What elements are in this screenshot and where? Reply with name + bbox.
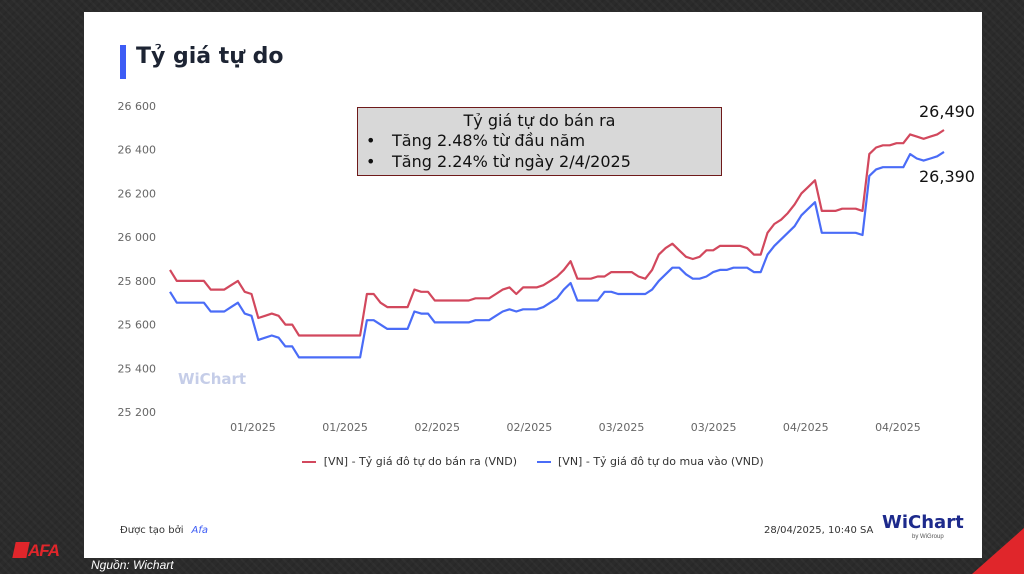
- y-tick-label: 25 200: [118, 406, 157, 419]
- source-note: Nguồn: Wichart: [91, 558, 174, 572]
- legend-item-sell[interactable]: [VN] - Tỷ giá đô tự do bán ra (VND): [302, 455, 517, 468]
- x-tick-label: 02/2025: [507, 421, 553, 434]
- line-chart: 26 600 26 400 26 200 26 000 25 800 25 600 25 4…: [118, 100, 945, 434]
- series-line-buy: [169, 150, 945, 359]
- x-tick-label: 01/2025: [230, 421, 276, 434]
- footer-credit: Được tạo bởi Afa: [120, 525, 208, 536]
- brand-sub: by WiGroup: [912, 534, 944, 540]
- title-accent-bar: [120, 45, 126, 79]
- annotation-bullet: Tăng 2.48% từ đầu năm: [366, 130, 721, 151]
- annotation-bullet: Tăng 2.24% từ ngày 2/4/2025: [366, 151, 721, 172]
- y-tick-label: 25 600: [118, 319, 157, 332]
- chart-panel: Tỷ giá tự do 26 600 26 400 26 200 26 000 25 …: [84, 12, 982, 558]
- legend-swatch-sell: [302, 461, 317, 463]
- sell-end-label: 26,490: [919, 102, 975, 121]
- chart-legend: [VN] - Tỷ giá đô tự do bán ra (VND) [VN]…: [84, 455, 982, 468]
- afa-logo-text: AFA: [28, 541, 60, 560]
- y-tick-label: 25 800: [118, 275, 157, 288]
- series-line-sell: [169, 129, 945, 337]
- annotation-box: Tỷ giá tự do bán ra Tăng 2.48% từ đầu nă…: [357, 107, 722, 176]
- x-tick-label: 03/2025: [599, 421, 645, 434]
- y-tick-label: 26 600: [118, 100, 157, 113]
- created-by-label: Được tạo bởi: [120, 525, 184, 536]
- chart-watermark: WiChart: [178, 370, 247, 388]
- annotation-heading: Tỷ giá tự do bán ra: [463, 111, 616, 130]
- y-tick-label: 26 400: [118, 144, 157, 157]
- y-tick-label: 26 000: [118, 231, 157, 244]
- wichart-logo: WiChart by WiGroup: [882, 512, 964, 540]
- x-tick-label: 04/2025: [783, 421, 829, 434]
- x-tick-label: 04/2025: [875, 421, 921, 434]
- corner-decoration: [972, 528, 1024, 574]
- y-tick-label: 26 200: [118, 187, 157, 200]
- legend-label-buy: [VN] - Tỷ giá đô tự do mua vào (VND): [558, 455, 764, 468]
- brand-name: WiChart: [882, 512, 964, 533]
- buy-end-label: 26,390: [919, 167, 975, 186]
- chart-title: Tỷ giá tự do: [136, 44, 284, 69]
- x-tick-label: 01/2025: [322, 421, 368, 434]
- x-tick-label: 02/2025: [414, 421, 460, 434]
- x-tick-label: 03/2025: [691, 421, 737, 434]
- creator-link[interactable]: Afa: [191, 525, 208, 536]
- afa-logo: AFA: [12, 540, 72, 562]
- legend-swatch-buy: [536, 461, 551, 463]
- footer-timestamp: 28/04/2025, 10:40 SA: [764, 525, 874, 536]
- y-tick-label: 25 400: [118, 362, 157, 375]
- legend-item-buy[interactable]: [VN] - Tỷ giá đô tự do mua vào (VND): [536, 455, 764, 468]
- legend-label-sell: [VN] - Tỷ giá đô tự do bán ra (VND): [323, 455, 518, 468]
